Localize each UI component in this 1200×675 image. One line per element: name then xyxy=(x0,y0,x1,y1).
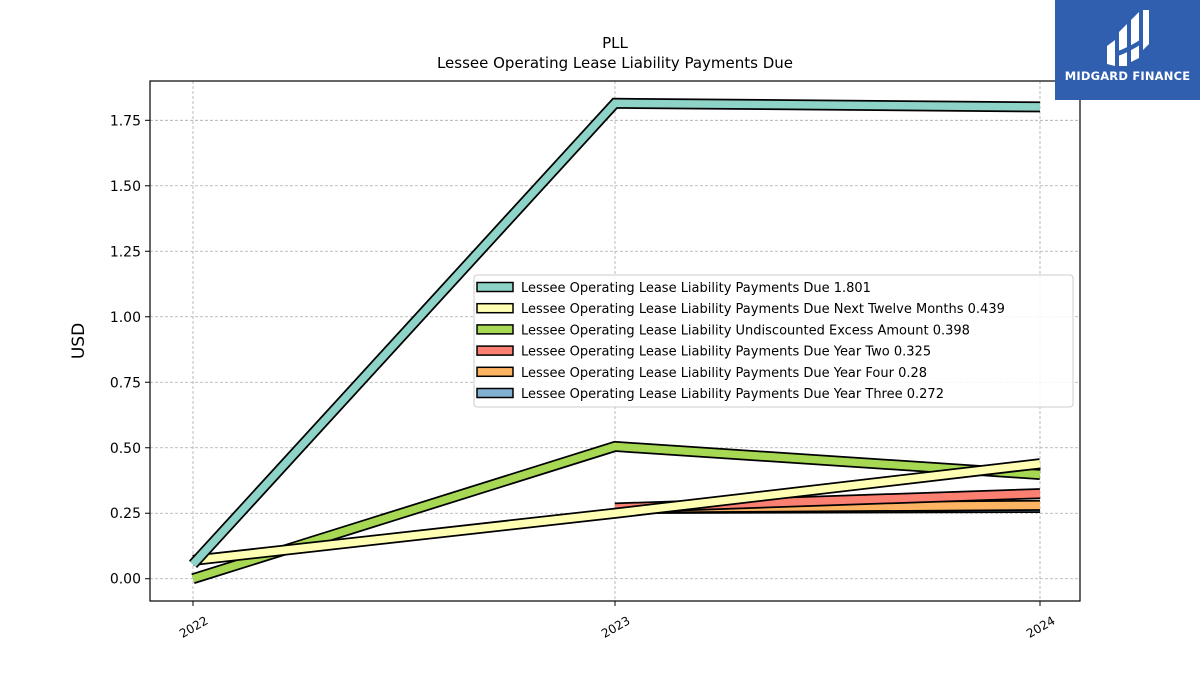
legend: Lessee Operating Lease Liability Payment… xyxy=(473,274,1074,408)
logo-text: MIDGARD FINANCE xyxy=(1064,69,1191,83)
x-tick-label: 2023 xyxy=(599,613,632,640)
legend-swatch xyxy=(476,302,514,314)
series-layer xyxy=(188,97,1041,584)
series-line xyxy=(191,440,1041,584)
y-tick-label: 1.50 xyxy=(110,179,141,195)
legend-swatch xyxy=(476,324,514,335)
y-tick-label: 0.75 xyxy=(110,375,141,391)
legend-swatch xyxy=(476,281,514,293)
series-line-fill xyxy=(190,99,1041,567)
legend-swatch xyxy=(476,387,514,399)
series-line xyxy=(192,458,1041,566)
midgard-logo-icon xyxy=(1107,10,1149,66)
legend-box xyxy=(473,274,1074,408)
y-axis-label: USD xyxy=(69,323,89,359)
series-line xyxy=(188,97,1041,569)
midgard-finance-logo: MIDGARD FINANCE xyxy=(1055,0,1200,100)
series-line-fill xyxy=(191,442,1041,583)
chart-title: PLL xyxy=(602,34,628,52)
legend-label: Lessee Operating Lease Liability Payment… xyxy=(521,281,871,296)
legend-label: Lessee Operating Lease Liability Payment… xyxy=(521,345,931,360)
legend-label: Lessee Operating Lease Liability Payment… xyxy=(521,387,944,402)
y-tick-label: 1.25 xyxy=(110,244,141,260)
chart-subtitle: Lessee Operating Lease Liability Payment… xyxy=(437,54,793,72)
legend-label: Lessee Operating Lease Liability Payment… xyxy=(521,302,1005,317)
legend-label: Lessee Operating Lease Liability Payment… xyxy=(521,366,927,381)
series-line-fill xyxy=(192,460,1041,565)
x-tick-label: 2024 xyxy=(1024,613,1057,640)
y-tick-label: 0.00 xyxy=(110,572,141,588)
y-tick-label: 0.25 xyxy=(110,506,141,522)
y-tick-label: 0.50 xyxy=(110,441,141,457)
legend-swatch xyxy=(476,366,514,378)
axes: 0.00 0.25 0.50 0.75 1.00 1.25 1.50 1.75 2022 2023… xyxy=(110,113,1058,641)
legend-label: Lessee Operating Lease Liability Undisco… xyxy=(521,323,970,338)
x-tick-label: 2022 xyxy=(177,613,210,640)
y-tick-label: 1.00 xyxy=(110,310,141,326)
y-tick-label: 1.75 xyxy=(110,113,141,129)
legend-swatch xyxy=(476,345,514,356)
